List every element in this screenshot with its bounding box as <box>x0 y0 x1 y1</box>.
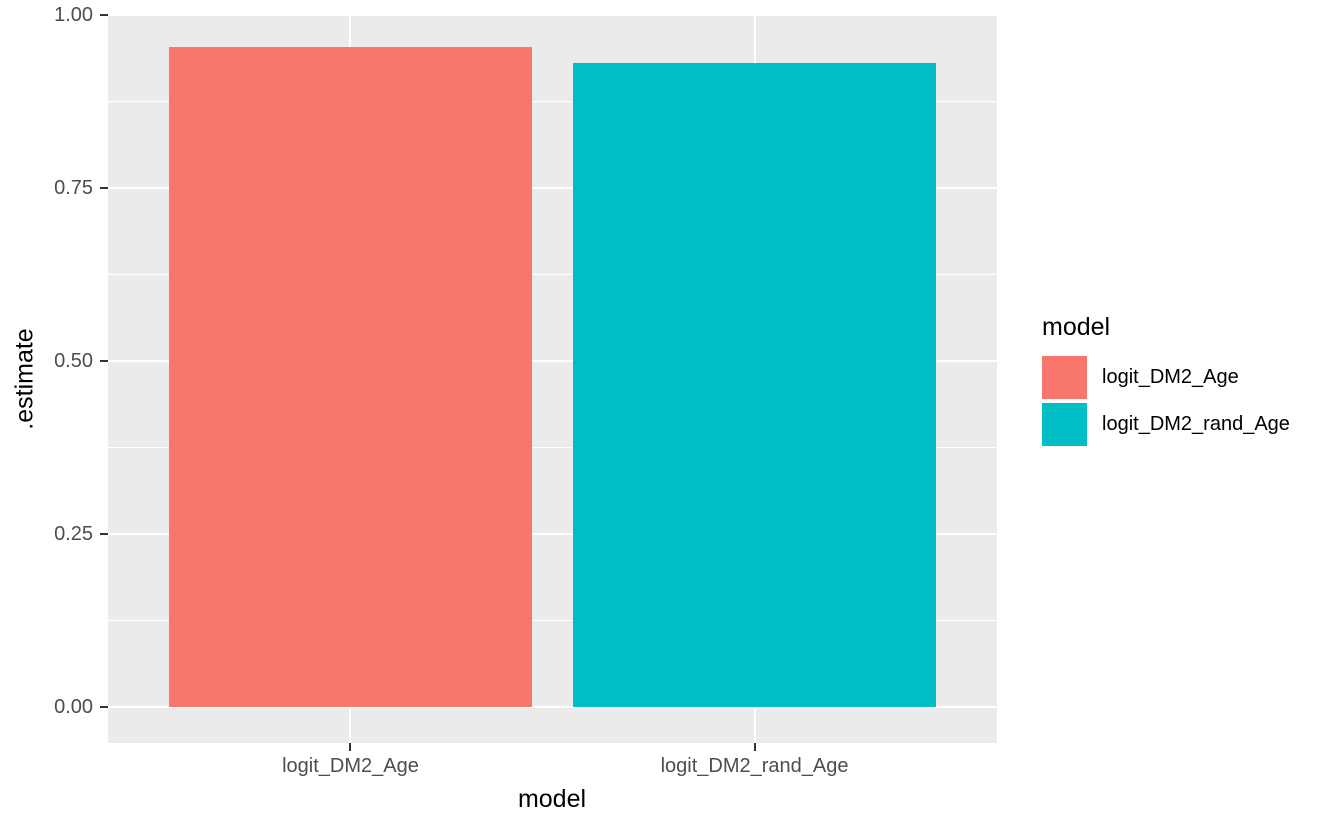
gridline-major-y <box>108 706 997 708</box>
legend-key-swatch <box>1042 355 1087 399</box>
x-tick-mark <box>753 743 756 751</box>
y-axis-title: .estimate <box>10 328 39 430</box>
x-tick-label: logit_DM2_Age <box>282 755 419 777</box>
plot-panel <box>108 14 997 743</box>
y-tick-label: 0.75 <box>54 177 93 199</box>
y-tick-label: 1.00 <box>54 4 93 26</box>
y-tick-mark <box>100 706 108 708</box>
y-tick-mark <box>100 14 108 16</box>
legend: model logit_DM2_Age logit_DM2_rand_Age <box>1042 314 1290 446</box>
gridline-major-y <box>108 14 997 16</box>
y-tick-mark <box>100 533 108 535</box>
legend-item: logit_DM2_Age <box>1042 355 1290 399</box>
x-axis-title: model <box>517 785 587 813</box>
x-tick-mark <box>349 743 352 751</box>
y-tick-mark <box>100 360 108 362</box>
legend-key-swatch <box>1042 402 1087 446</box>
bar-logit_DM2_rand_Age <box>572 62 937 707</box>
gridline-minor-y <box>108 274 997 275</box>
gridline-major-y <box>108 187 997 189</box>
legend-item: logit_DM2_rand_Age <box>1042 402 1290 446</box>
gridline-minor-y <box>108 101 997 102</box>
bar-logit_DM2_Age <box>168 46 533 707</box>
y-tick-label: 0.00 <box>54 696 93 718</box>
y-tick-label: 0.25 <box>54 523 93 545</box>
x-tick-label: logit_DM2_rand_Age <box>660 755 849 777</box>
legend-item-label: logit_DM2_rand_Age <box>1102 413 1290 435</box>
y-tick-mark <box>100 187 108 189</box>
legend-item-label: logit_DM2_Age <box>1102 366 1239 388</box>
gridline-minor-y <box>108 620 997 621</box>
legend-title: model <box>1042 313 1111 341</box>
gridline-major-y <box>108 360 997 362</box>
gridline-major-y <box>108 533 997 535</box>
legend-items: logit_DM2_Age logit_DM2_rand_Age <box>1042 355 1290 446</box>
gridline-minor-y <box>108 447 997 448</box>
